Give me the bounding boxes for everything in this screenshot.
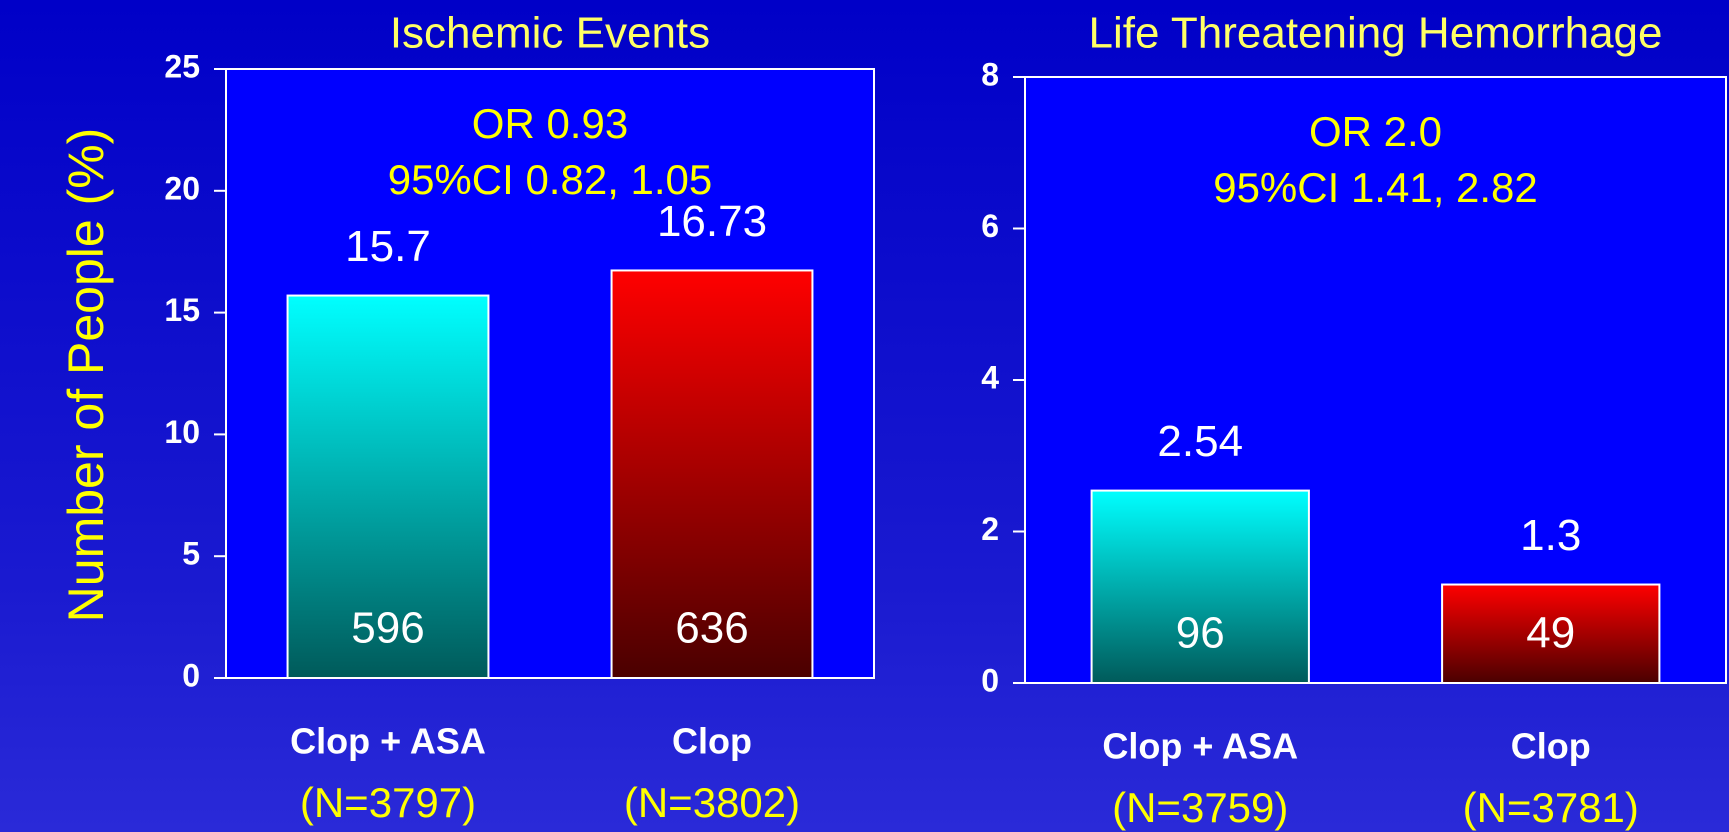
y-tick-label: 25 [164,48,200,84]
value-label: 1.3 [1520,511,1581,560]
y-tick-label: 10 [164,414,200,450]
y-tick-label: 8 [981,56,999,92]
chart-title: Life Threatening Hemorrhage [1089,9,1663,58]
count-label: 49 [1526,609,1575,658]
category-note: (N=3781) [1463,784,1639,831]
annotation: OR 0.93 [472,100,628,147]
y-tick-label: 6 [981,208,999,244]
x-tick-label: Clop [672,721,752,762]
count-label: 96 [1176,609,1225,658]
chart-title: Ischemic Events [390,9,710,58]
category-note: (N=3802) [624,779,800,826]
value-label: 2.54 [1157,417,1243,466]
y-tick-label: 20 [164,170,200,206]
annotation: 95%CI 1.41, 2.82 [1213,164,1538,211]
value-label: 16.73 [657,197,767,246]
value-label: 15.7 [345,222,431,271]
count-label: 636 [675,604,748,653]
annotation: OR 2.0 [1309,108,1442,155]
bar [286,294,490,679]
x-tick-label: Clop + ASA [290,721,486,762]
count-label: 596 [351,604,424,653]
y-tick-label: 0 [981,662,999,698]
category-note: (N=3759) [1112,784,1288,831]
y-tick-label: 4 [981,359,999,395]
y-tick-label: 2 [981,511,999,547]
x-tick-label: Clop [1511,726,1591,767]
category-note: (N=3797) [300,779,476,826]
y-tick-label: 5 [182,536,200,572]
y-axis-label: Number of People (%) [58,127,114,623]
bar [1441,583,1661,685]
bar [1090,489,1310,684]
x-tick-label: Clop + ASA [1102,726,1298,767]
y-tick-label: 0 [182,657,200,693]
bar [610,269,814,679]
y-tick-label: 15 [164,292,200,328]
annotation: 95%CI 0.82, 1.05 [388,156,713,203]
